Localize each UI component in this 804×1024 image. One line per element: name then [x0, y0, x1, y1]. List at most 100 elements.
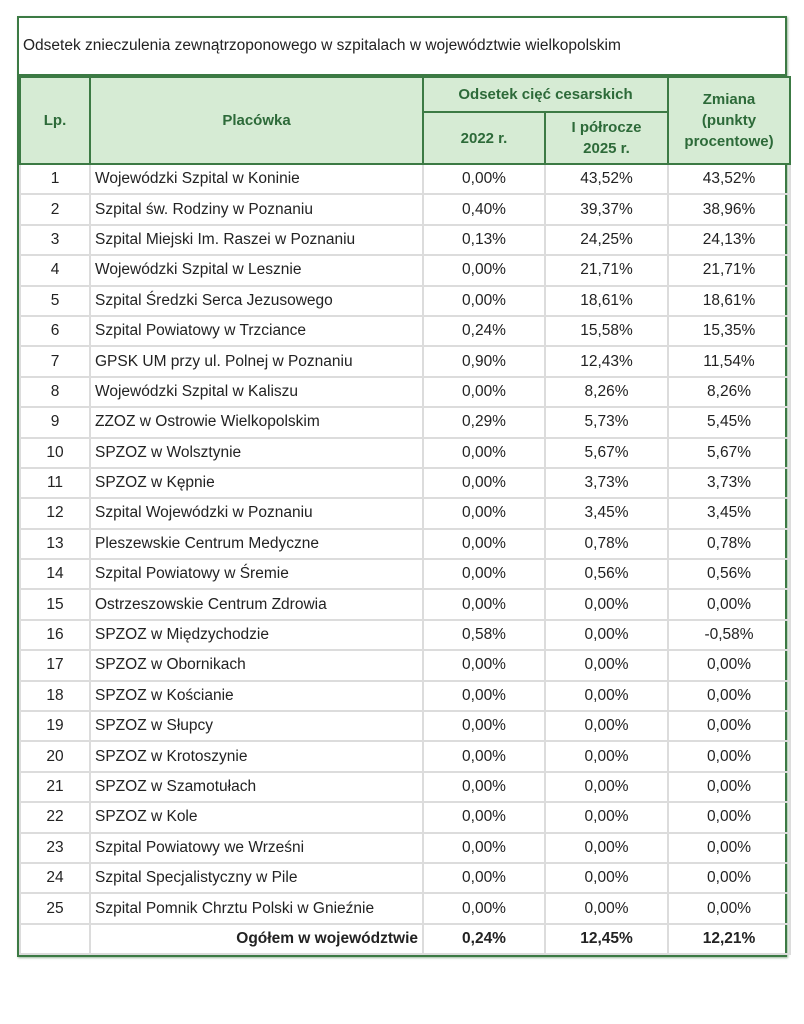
- table-row: 9 ZZOZ w Ostrowie Wielkopolskim 0,29% 5,73%…: [19, 406, 792, 439]
- cell-2022: 0,24%: [422, 314, 546, 348]
- table-row: 4 Wojewódzki Szpital w Lesznie 0,00% 21,71%…: [19, 254, 792, 287]
- cell-2025: 0,00%: [543, 710, 670, 743]
- cell-lp: 13: [19, 527, 91, 561]
- cell-2025: 3,73%: [543, 466, 670, 500]
- cell-placowka: Szpital Powiatowy we Wrześni: [89, 831, 424, 864]
- header-lp: Lp.: [19, 76, 91, 165]
- cell-2025: 0,00%: [543, 892, 670, 925]
- cell-lp: 22: [19, 801, 91, 834]
- cell-placowka: ZZOZ w Ostrowie Wielkopolskim: [89, 406, 424, 439]
- cell-placowka: Pleszewskie Centrum Medyczne: [89, 527, 424, 561]
- cell-2022: 0,00%: [422, 861, 546, 895]
- cell-2022: 0,90%: [422, 345, 546, 378]
- table-row: 7 GPSK UM przy ul. Polnej w Poznaniu 0,90%…: [19, 345, 792, 378]
- cell-lp: 5: [19, 284, 91, 317]
- header-group: Odsetek cięć cesarskich: [421, 76, 670, 113]
- cell-lp: 4: [19, 254, 91, 287]
- cell-2022: 0,00%: [422, 527, 546, 561]
- data-table-container: Odsetek znieczulenia zewnątrzoponowego w…: [17, 16, 792, 958]
- cell-zmiana: 3,45%: [667, 497, 792, 530]
- cell-2022: 0,00%: [422, 801, 546, 834]
- cell-lp: 9: [19, 406, 91, 439]
- table-row: 22 SPZOZ w Kole 0,00% 0,00% 0,00%: [19, 801, 792, 834]
- cell-zmiana: 0,56%: [667, 558, 792, 591]
- cell-zmiana: 0,00%: [667, 892, 792, 925]
- cell-2022: 0,00%: [422, 649, 546, 682]
- cell-2025: 0,00%: [543, 588, 670, 621]
- total-zmiana: 12,21%: [667, 922, 792, 956]
- cell-2025: 0,00%: [543, 740, 670, 773]
- table-row: 18 SPZOZ w Kościanie 0,00% 0,00% 0,00%: [19, 679, 792, 713]
- cell-2025: 0,00%: [543, 649, 670, 682]
- cell-2022: 0,00%: [422, 558, 546, 591]
- cell-zmiana: 0,00%: [667, 861, 792, 895]
- cell-zmiana: 0,00%: [667, 649, 792, 682]
- cell-zmiana: 11,54%: [667, 345, 792, 378]
- cell-2022: 0,29%: [422, 406, 546, 439]
- table-row: 16 SPZOZ w Międzychodzie 0,58% 0,00% -0,58%: [19, 618, 792, 652]
- cell-placowka: SPZOZ w Słupcy: [89, 710, 424, 743]
- cell-2025: 18,61%: [543, 284, 670, 317]
- cell-2025: 0,00%: [543, 801, 670, 834]
- cell-zmiana: 0,00%: [667, 831, 792, 864]
- cell-placowka: SPZOZ w Szamotułach: [89, 770, 424, 804]
- header-2022: 2022 r.: [422, 111, 546, 165]
- table-row: 17 SPZOZ w Obornikach 0,00% 0,00% 0,00%: [19, 649, 792, 682]
- cell-2022: 0,40%: [422, 193, 546, 226]
- cell-zmiana: 5,45%: [667, 406, 792, 439]
- table-row: 19 SPZOZ w Słupcy 0,00% 0,00% 0,00%: [19, 710, 792, 743]
- total-label: Ogółem w województwie: [89, 922, 424, 956]
- cell-zmiana: 0,00%: [667, 801, 792, 834]
- cell-placowka: Szpital Średzki Serca Jezusowego: [89, 284, 424, 317]
- cell-placowka: SPZOZ w Krotoszynie: [89, 740, 424, 773]
- cell-2022: 0,00%: [422, 162, 546, 196]
- cell-2025: 3,45%: [543, 497, 670, 530]
- cell-placowka: SPZOZ w Kępnie: [89, 466, 424, 500]
- cell-zmiana: 18,61%: [667, 284, 792, 317]
- cell-zmiana: 0,00%: [667, 710, 792, 743]
- cell-2025: 43,52%: [543, 162, 670, 196]
- cell-lp: 1: [19, 162, 91, 196]
- cell-zmiana: 0,00%: [667, 588, 792, 621]
- cell-zmiana: 0,00%: [667, 740, 792, 773]
- cell-2025: 12,43%: [543, 345, 670, 378]
- cell-lp: 7: [19, 345, 91, 378]
- cell-lp: 20: [19, 740, 91, 773]
- cell-placowka: Wojewódzki Szpital w Kaliszu: [89, 375, 424, 409]
- total-row: Ogółem w województwie 0,24% 12,45% 12,21%: [19, 922, 792, 956]
- cell-lp: 14: [19, 558, 91, 591]
- cell-lp: 19: [19, 710, 91, 743]
- cell-2025: 5,73%: [543, 406, 670, 439]
- table-row: 12 Szpital Wojewódzki w Poznaniu 0,00% 3,45…: [19, 497, 792, 530]
- cell-placowka: SPZOZ w Kościanie: [89, 679, 424, 713]
- total-empty: [19, 922, 91, 956]
- cell-placowka: Wojewódzki Szpital w Lesznie: [89, 254, 424, 287]
- table-title: Odsetek znieczulenia zewnątrzoponowego w…: [19, 18, 785, 76]
- cell-2022: 0,00%: [422, 254, 546, 287]
- cell-placowka: SPZOZ w Obornikach: [89, 649, 424, 682]
- cell-lp: 24: [19, 861, 91, 895]
- cell-2025: 0,56%: [543, 558, 670, 591]
- cell-2025: 21,71%: [543, 254, 670, 287]
- cell-2022: 0,00%: [422, 710, 546, 743]
- cell-placowka: Szpital św. Rodziny w Poznaniu: [89, 193, 424, 226]
- cell-zmiana: -0,58%: [667, 618, 792, 652]
- cell-2022: 0,00%: [422, 770, 546, 804]
- table-row: 3 Szpital Miejski Im. Raszei w Poznaniu 0,…: [19, 223, 792, 257]
- cell-placowka: Szpital Miejski Im. Raszei w Poznaniu: [89, 223, 424, 257]
- cell-2022: 0,00%: [422, 284, 546, 317]
- table-row: 23 Szpital Powiatowy we Wrześni 0,00% 0,00%…: [19, 831, 792, 864]
- cell-zmiana: 0,00%: [667, 770, 792, 804]
- cell-2022: 0,00%: [422, 892, 546, 925]
- cell-placowka: SPZOZ w Międzychodzie: [89, 618, 424, 652]
- table-row: 13 Pleszewskie Centrum Medyczne 0,00% 0,78%…: [19, 527, 792, 561]
- cell-zmiana: 3,73%: [667, 466, 792, 500]
- cell-lp: 6: [19, 314, 91, 348]
- cell-lp: 11: [19, 466, 91, 500]
- cell-2022: 0,00%: [422, 375, 546, 409]
- cell-2025: 8,26%: [543, 375, 670, 409]
- cell-lp: 12: [19, 497, 91, 530]
- cell-lp: 23: [19, 831, 91, 864]
- cell-2022: 0,00%: [422, 436, 546, 469]
- cell-2025: 0,78%: [543, 527, 670, 561]
